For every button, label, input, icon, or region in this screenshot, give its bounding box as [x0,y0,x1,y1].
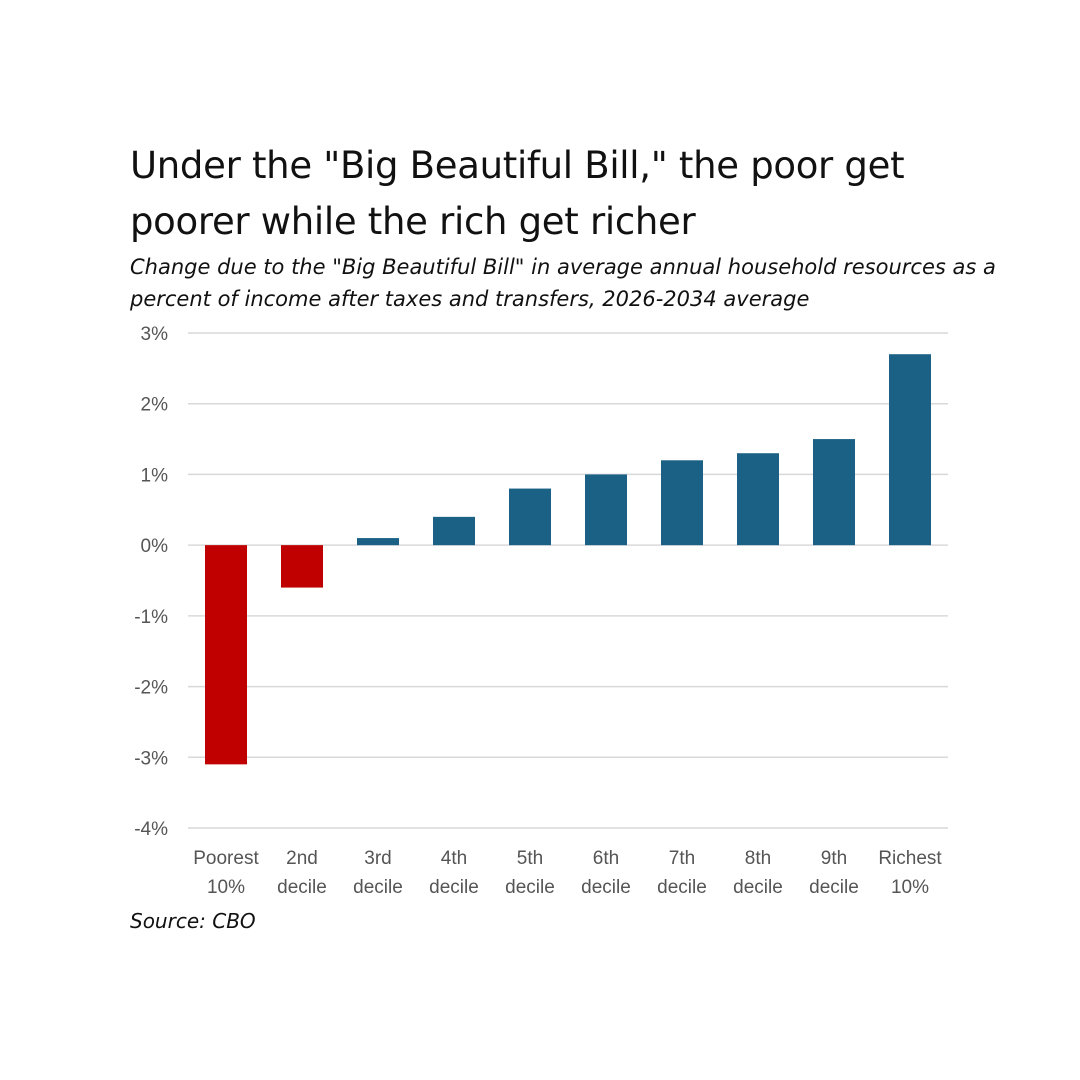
x-tick-label: 9th decile [809,848,859,898]
x-tick-label-line: decile [733,877,783,898]
x-tick-label-line: decile [353,877,403,898]
bars [205,354,931,765]
bar [585,474,627,546]
x-tick-label-line: Poorest [193,848,259,869]
bar [737,453,779,546]
y-axis: 3% 2% 1% 0% -1% -2% -3% -4% [134,324,168,840]
bar [357,538,399,546]
x-tick-label: 6th decile [581,848,631,898]
x-tick-label-line: Richest [878,848,942,869]
chart-subtitle: Change due to the "Big Beautiful Bill" i… [130,255,996,311]
x-tick-label-line: decile [277,877,327,898]
x-tick-label-line: 10% [891,877,929,898]
y-tick-label: 2% [141,395,169,416]
x-tick-label-line: decile [581,877,631,898]
x-tick-label: Poorest 10% [193,848,259,898]
y-tick-label: -3% [134,748,168,769]
bar [813,439,855,546]
bar [509,488,551,546]
x-tick-label-line: 4th [441,848,467,869]
bar [661,460,703,546]
chart-title: Under the "Big Beautiful Bill," the poor… [130,144,905,243]
x-tick-label-line: 9th [821,848,847,869]
x-tick-label-line: 5th [517,848,543,869]
x-tick-label-line: decile [505,877,555,898]
x-tick-label: Richest 10% [878,848,942,898]
x-tick-label-line: 7th [669,848,695,869]
x-tick-label-line: 6th [593,848,619,869]
x-tick-label-line: decile [429,877,479,898]
y-tick-label: 1% [141,465,169,486]
bar [889,354,931,546]
x-tick-label: 4th decile [429,848,479,898]
x-tick-label: 3rd decile [353,848,403,898]
bar [281,545,323,588]
x-tick-label-line: decile [809,877,859,898]
y-tick-label: -2% [134,678,168,699]
x-tick-label: 5th decile [505,848,555,898]
x-tick-label-line: 3rd [364,848,391,869]
x-tick-label-line: decile [657,877,707,898]
x-tick-label: 2nd decile [277,848,327,898]
y-tick-label: -4% [134,819,168,840]
x-tick-label: 8th decile [733,848,783,898]
bar [205,545,247,765]
y-tick-label: 0% [141,536,169,557]
y-tick-label: 3% [141,324,169,345]
y-tick-label: -1% [134,607,168,628]
bar [433,516,475,546]
source-note: Source: CBO [130,909,256,933]
x-tick-label-line: 8th [745,848,771,869]
x-tick-label-line: 2nd [286,848,318,869]
x-tick-label-line: 10% [207,877,245,898]
x-tick-label: 7th decile [657,848,707,898]
